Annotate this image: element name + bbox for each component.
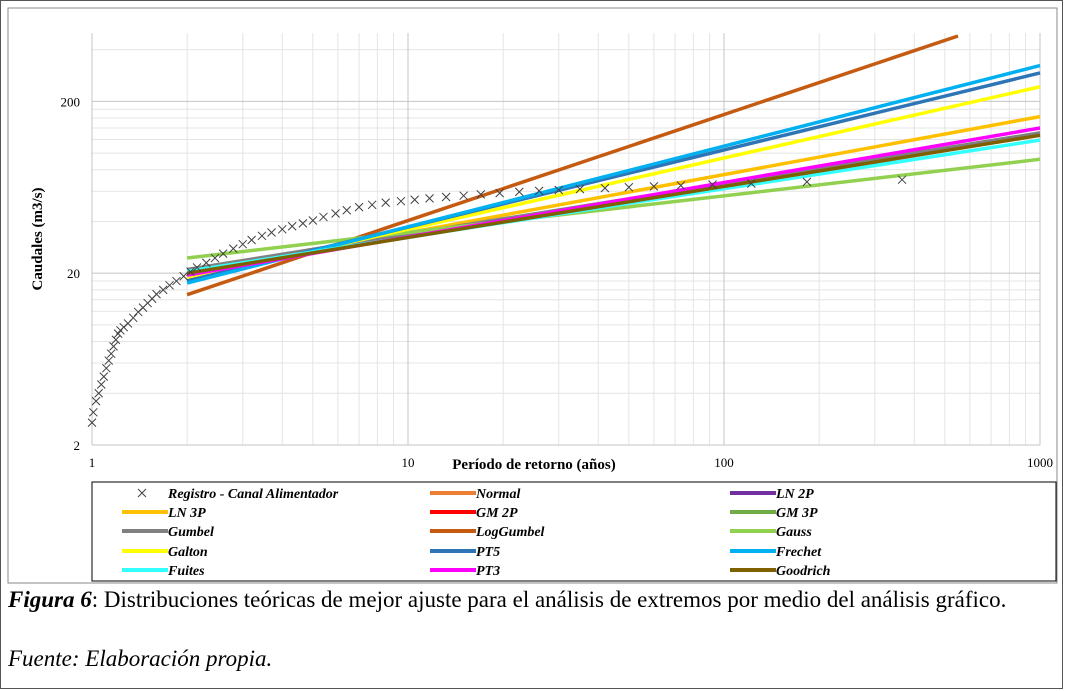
- figure-source: Fuente: Elaboración propia.: [8, 646, 273, 671]
- observed-point-marker: [676, 181, 686, 190]
- observed-point-marker: [91, 396, 101, 406]
- x-tick-label: 100: [714, 455, 734, 470]
- figure-caption: Figura 6: Distribuciones teóricas de mej…: [8, 584, 1058, 615]
- observed-point-marker: [179, 271, 189, 281]
- x-tick-label: 1000: [1027, 455, 1053, 470]
- observed-point-marker: [331, 209, 340, 218]
- observed-point-marker: [367, 200, 377, 210]
- observed-point-marker: [94, 388, 104, 398]
- figure-caption-text: : Distribuciones teóricas de mejor ajust…: [91, 587, 1007, 612]
- observed-point-marker: [96, 380, 106, 389]
- legend-label: Gumbel: [168, 525, 214, 540]
- legend-label: Frechet: [775, 545, 822, 560]
- observed-point-marker: [649, 182, 659, 191]
- observed-point-marker: [210, 253, 220, 263]
- observed-point-marker: [514, 187, 524, 197]
- legend-marker-observed: [137, 488, 147, 498]
- observed-point-marker: [87, 418, 97, 427]
- observed-point-marker: [534, 186, 544, 196]
- series-line-frechet: [186, 63, 1041, 285]
- observed-point-marker: [802, 177, 812, 187]
- series-line-gauss: [186, 157, 1041, 260]
- legend-box: [91, 481, 1057, 582]
- observed-point-marker: [459, 191, 468, 201]
- legend-label: LogGumbel: [475, 525, 545, 540]
- observed-point-marker: [172, 276, 181, 286]
- chart: 1 10 100 1000 2 20 200 Período de retorno (años…: [7, 7, 1058, 584]
- observed-point-marker: [128, 313, 138, 323]
- legend-label: PT5: [476, 545, 500, 560]
- x-tick-label: 10: [402, 455, 415, 470]
- observed-point-marker: [342, 205, 352, 215]
- legend-label: Normal: [475, 487, 520, 502]
- observed-point-marker: [319, 212, 328, 222]
- observed-point-marker: [897, 175, 907, 185]
- observed-point-marker: [218, 249, 228, 258]
- observed-point-marker: [287, 221, 297, 231]
- y-tick-label: 2: [74, 438, 81, 453]
- observed-point-marker: [476, 190, 486, 199]
- legend-label: LN 3P: [167, 506, 206, 521]
- legend-label: LN 2P: [775, 487, 814, 502]
- observed-point-marker: [247, 235, 256, 245]
- observed-point-marker: [396, 196, 406, 206]
- observed-point-marker: [99, 372, 109, 381]
- figure-label: Figura 6: [8, 587, 92, 612]
- legend-label: PT3: [476, 564, 500, 579]
- legend-label: Registro - Canal Alimentador: [167, 487, 339, 502]
- observed-point-marker: [165, 280, 174, 290]
- legend-label: Goodrich: [776, 564, 831, 579]
- observed-point-marker: [104, 356, 114, 365]
- observed-point-marker: [277, 224, 287, 234]
- observed-point-marker: [158, 285, 168, 295]
- observed-point-marker: [746, 179, 756, 188]
- observed-point-marker: [201, 258, 211, 268]
- y-tick-label: 200: [61, 94, 81, 109]
- observed-point-marker: [575, 184, 585, 194]
- observed-point-marker: [109, 342, 118, 351]
- observed-point-marker: [89, 407, 98, 417]
- observed-point-marker: [238, 239, 248, 249]
- observed-point-marker: [554, 185, 564, 195]
- legend-label: Galton: [168, 545, 208, 560]
- observed-point-marker: [600, 183, 610, 193]
- observed-point-marker: [425, 194, 434, 203]
- x-tick-label: 1: [89, 455, 96, 470]
- legend-label: Gauss: [776, 525, 812, 540]
- observed-point-marker: [624, 182, 634, 192]
- observed-point-marker: [441, 192, 451, 202]
- observed-point-marker: [152, 289, 161, 299]
- observed-point-marker: [308, 216, 318, 225]
- observed-point-marker: [111, 335, 121, 345]
- observed-point-marker: [410, 195, 420, 205]
- observed-point-marker: [228, 244, 238, 253]
- observed-point-marker: [101, 363, 111, 373]
- observed-point-marker: [267, 228, 276, 237]
- observed-point-marker: [354, 202, 364, 212]
- observed-point-marker: [495, 188, 505, 198]
- legend-label: GM 2P: [476, 506, 518, 521]
- x-axis-title: Período de retorno (años): [452, 457, 615, 473]
- observed-point-marker: [106, 349, 116, 359]
- y-axis-title: Caudales (m3/s): [30, 188, 46, 291]
- series-line-goodrich: [186, 133, 1041, 275]
- y-tick-label: 20: [67, 266, 80, 281]
- legend-label: Fuites: [167, 564, 205, 579]
- legend-label: GM 3P: [776, 506, 818, 521]
- observed-point-marker: [186, 267, 195, 277]
- observed-point-marker: [192, 263, 202, 272]
- observed-point-marker: [708, 180, 717, 190]
- observed-point-marker: [257, 231, 267, 241]
- observed-point-marker: [381, 198, 391, 207]
- observed-point-marker: [298, 219, 308, 228]
